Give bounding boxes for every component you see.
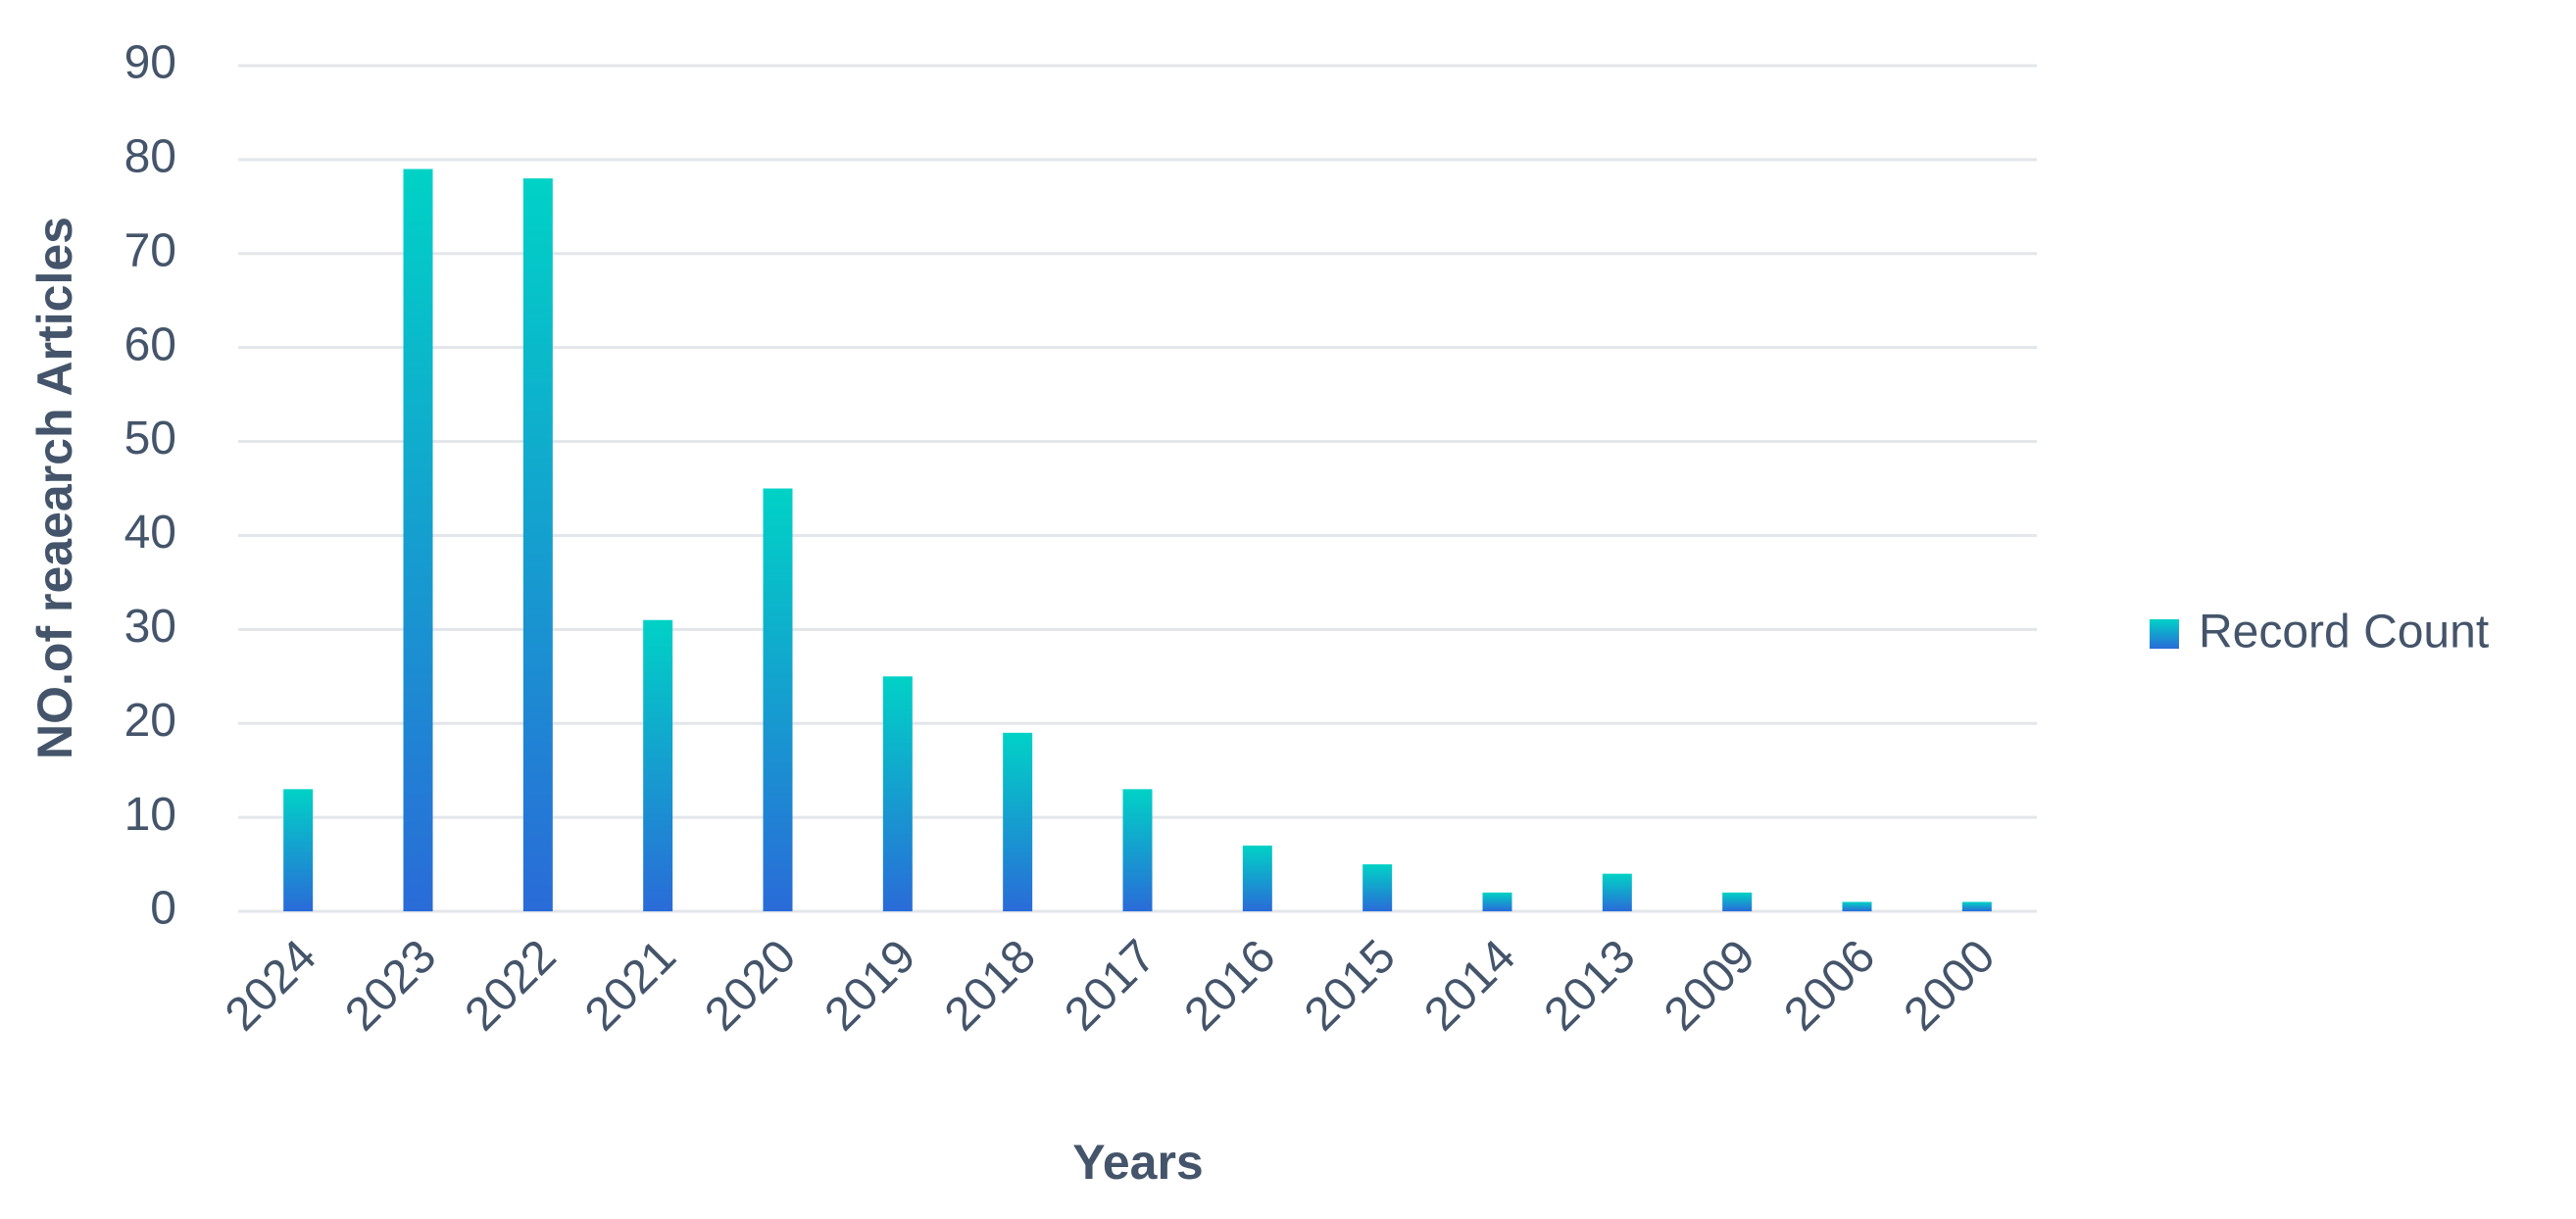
bar [1003,732,1033,911]
x-tick-label: 2016 [1175,930,1286,1041]
x-tick-label: 2014 [1414,930,1525,1041]
bar [1961,902,1992,911]
bar [763,488,793,911]
x-tick-label: 2023 [335,930,446,1041]
y-tick-label: 0 [150,883,176,935]
bar [1602,873,1632,911]
bar [283,789,314,911]
x-tick-label: 2024 [216,930,326,1041]
bar [1362,864,1393,911]
bar [1722,892,1753,911]
x-tick-label: 2013 [1535,930,1646,1041]
y-tick-label: 40 [124,507,176,559]
bar [403,169,433,911]
y-tick-label: 20 [124,695,176,747]
y-tick-label: 70 [124,224,176,276]
legend-swatch [2150,619,2179,649]
bar [1482,892,1512,911]
y-tick-label: 30 [124,601,176,653]
y-tick-label: 80 [124,131,176,183]
bar [643,619,673,911]
bar [1122,789,1153,911]
bar [882,676,913,911]
x-tick-label: 2020 [695,930,806,1041]
x-axis-title: Years [1072,1135,1203,1190]
bar [1842,902,1872,911]
x-tick-label: 2006 [1774,930,1885,1041]
y-tick-label: 10 [124,789,176,841]
y-tick-label: 90 [124,37,176,89]
x-tick-label: 2019 [816,930,926,1041]
y-tick-label: 60 [124,318,176,370]
x-tick-label: 2022 [456,930,567,1041]
x-tick-label: 2000 [1895,930,2006,1041]
x-tick-label: 2015 [1295,930,1406,1041]
x-tick-label: 2018 [935,930,1046,1041]
bar [1242,845,1272,911]
legend-label: Record Count [2199,607,2489,658]
x-tick-label: 2017 [1055,930,1165,1041]
x-tick-label: 2009 [1655,930,1765,1041]
y-axis-title: NO.of reaearch Articles [27,217,82,759]
x-tick-label: 2021 [575,930,686,1041]
bar [522,178,553,912]
y-tick-label: 50 [124,413,176,464]
